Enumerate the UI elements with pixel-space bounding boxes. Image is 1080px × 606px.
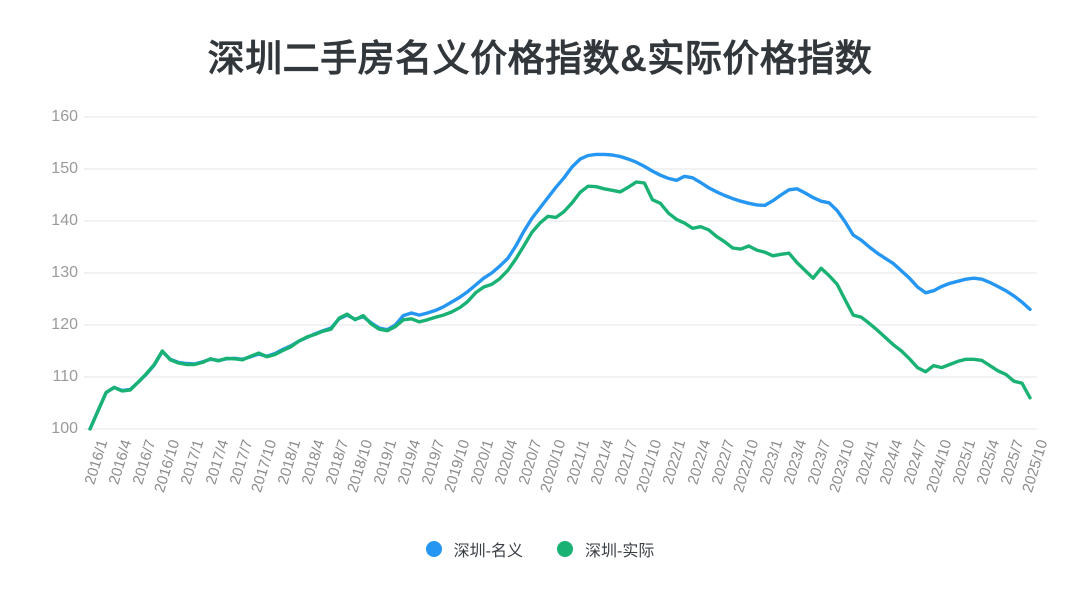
y-axis-label: 150 — [51, 160, 78, 177]
legend-item-nominal[interactable]: 深圳-名义 — [425, 537, 523, 561]
chart-title: 深圳二手房名义价格指数&实际价格指数 — [207, 38, 873, 79]
gridlines — [84, 116, 1037, 430]
y-axis-label: 120 — [51, 316, 78, 333]
series-lines — [88, 152, 1032, 431]
nominal-legend-label: 深圳-名义 — [453, 543, 523, 560]
legend-item-real[interactable]: 深圳-实际 — [557, 537, 654, 561]
nominal-legend-dot-icon — [425, 541, 442, 557]
real-legend-label: 深圳-实际 — [585, 543, 655, 560]
legend: 深圳-名义 深圳-实际 — [0, 536, 1080, 562]
series-line-real — [88, 180, 1032, 431]
series-line-nominal — [88, 152, 1032, 431]
y-axis-label: 160 — [51, 108, 78, 125]
real-legend-dot-icon — [557, 541, 573, 557]
y-axis-label: 110 — [52, 368, 78, 385]
y-axis-label: 130 — [51, 264, 78, 281]
y-axis-label: 140 — [51, 212, 78, 229]
y-axis-label: 100 — [51, 420, 78, 437]
